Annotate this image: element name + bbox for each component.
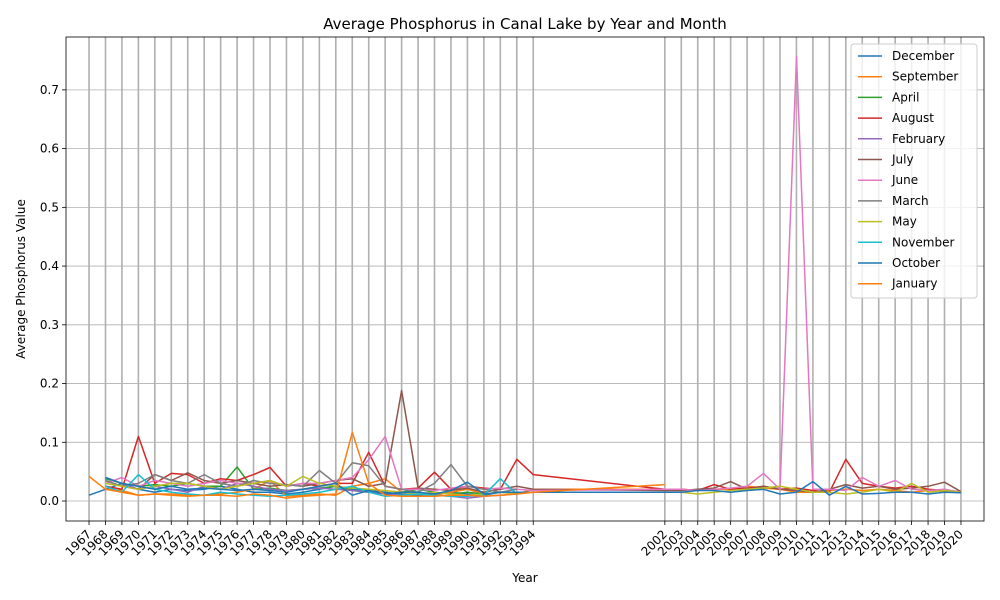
series-line-may xyxy=(105,475,962,496)
series-line-january xyxy=(105,431,665,499)
y-tick-label: 0.7 xyxy=(40,83,59,97)
legend-entry: January xyxy=(891,277,938,291)
legend-entry: June xyxy=(891,173,918,187)
legend-entry: April xyxy=(892,90,919,104)
series-lines xyxy=(88,55,962,499)
y-tick-label: 0.6 xyxy=(40,142,59,156)
grid xyxy=(66,37,984,521)
series-line-march xyxy=(105,462,517,493)
y-tick-label: 0.5 xyxy=(40,200,59,214)
legend-entry: December xyxy=(892,49,954,63)
legend: December September April August February July… xyxy=(850,43,978,299)
legend-entry: May xyxy=(892,215,917,229)
plot-frame xyxy=(65,36,985,522)
chart-title: Average Phosphorus in Canal Lake by Year… xyxy=(323,15,727,33)
y-tick-label: 0.0 xyxy=(40,494,59,508)
legend-entry: March xyxy=(892,194,929,208)
legend-entry: July xyxy=(891,153,914,167)
legend-entry: November xyxy=(892,235,954,249)
legend-entry: October xyxy=(892,256,940,270)
series-line-october xyxy=(105,476,962,496)
y-tick-label: 0.3 xyxy=(40,318,59,332)
y-tick-label: 0.2 xyxy=(40,377,59,391)
legend-entry: September xyxy=(892,70,958,84)
x-axis-label: Year xyxy=(511,571,537,585)
y-axis-label: Average Phosphorus Value xyxy=(14,199,28,359)
y-tick-label: 0.1 xyxy=(40,435,59,449)
legend-entry: August xyxy=(892,111,934,125)
legend-frame xyxy=(850,43,978,299)
y-tick-label: 0.4 xyxy=(40,259,59,273)
y-axis-ticks: 0.0 0.1 0.2 0.3 0.4 0.5 0.6 0.7 xyxy=(40,83,66,508)
legend-entry: February xyxy=(892,132,945,146)
